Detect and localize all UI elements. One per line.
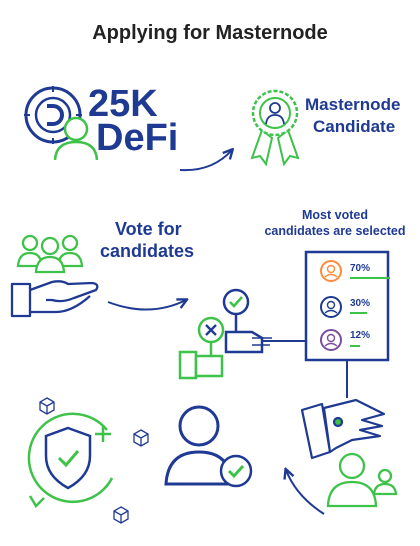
cube-icon <box>113 506 129 524</box>
award-ribbon-icon <box>250 89 300 167</box>
candidate-avatar <box>320 329 342 351</box>
person-icon <box>53 116 99 161</box>
stake-amount: 25K <box>88 83 158 125</box>
percentage-bars <box>350 277 390 347</box>
stake-token: DeFi <box>96 117 179 159</box>
selected-line2: candidates are selected <box>264 224 406 238</box>
candidate-avatar <box>320 296 342 318</box>
page-title: Applying for Masternode <box>92 22 328 44</box>
arrow-to-user <box>286 470 325 515</box>
open-hand-icon <box>10 280 99 318</box>
cube-icon <box>133 429 149 447</box>
user-check-icon <box>164 405 253 488</box>
person-icon <box>326 452 398 508</box>
coin-d-icon <box>24 86 82 144</box>
arrow-to-ballot <box>107 300 186 311</box>
candidate-avatars <box>320 260 342 351</box>
ballot-board-icon <box>304 250 390 398</box>
candidate-line1: Masternode <box>305 95 401 114</box>
people-group-icon <box>16 234 84 274</box>
shield-check-icon <box>27 412 114 509</box>
vote-check-sign-icon <box>222 288 272 354</box>
vote-line2: candidates <box>100 241 195 261</box>
vote-cross-sign-icon <box>178 316 225 380</box>
candidate-line2: Candidate <box>313 117 396 136</box>
result-percent: 70% <box>350 263 371 274</box>
result-percent: 30% <box>350 298 371 309</box>
selected-line1: Most voted <box>302 208 368 222</box>
result-percent: 12% <box>350 330 371 341</box>
candidate-avatar <box>320 260 342 282</box>
vote-line1: Vote for <box>115 219 182 239</box>
arrow-to-candidate <box>179 150 232 172</box>
cube-icon <box>39 397 55 415</box>
robot-hand-icon <box>300 398 386 460</box>
